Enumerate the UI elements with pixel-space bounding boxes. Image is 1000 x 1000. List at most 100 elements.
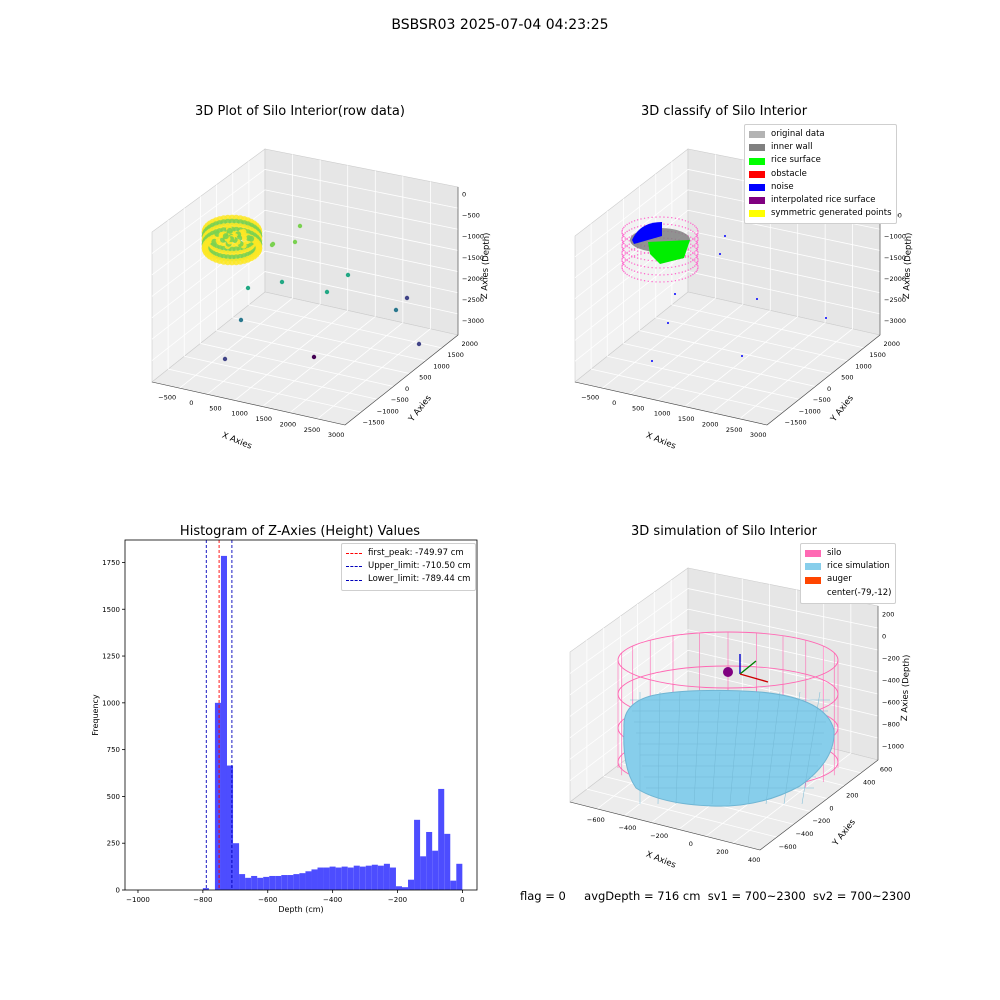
interpolated-point [621,245,623,247]
interpolated-point [624,265,626,267]
interpolated-point [626,251,628,254]
x-tick-label: −800 [193,896,212,904]
interpolated-point [696,249,698,251]
y-tick-label: 2000 [884,340,901,348]
z-tick-label: −1000 [462,233,484,241]
panel-1-title: 3D Plot of Silo Interior(row data) [195,104,405,119]
data-point [240,235,247,242]
histogram-bar [220,555,227,890]
interpolated-point [663,274,665,276]
interpolated-point [647,266,649,268]
interpolated-point [671,273,673,275]
y-tick-label: 1250 [102,653,120,661]
legend-swatch [749,144,765,152]
interpolated-point [696,235,698,237]
rice-mesh [729,691,741,805]
interpolated-point [621,246,623,249]
noise-cloud [632,222,662,244]
interpolated-point [621,253,623,256]
histogram-bar [341,866,348,890]
status-flag: flag = 0 [520,889,566,903]
interpolated-point [633,220,636,222]
interpolated-point [697,245,699,247]
x-tick-label: −400 [323,896,342,904]
interpolated-point [626,259,628,262]
interpolated-point [671,266,673,268]
interpolated-point [640,225,642,227]
grid-line [655,317,848,362]
histogram-bar [432,850,439,890]
z-tick-label: −800 [882,721,900,729]
interpolated-point [651,216,653,219]
legend-item-silo: silo [805,547,891,560]
interpolated-point [624,237,626,239]
grid-line [151,271,266,361]
interpolated-point [697,264,699,267]
histogram-bar [456,863,463,890]
interpolated-point [697,253,699,256]
histogram-bar [293,874,300,890]
grid-line [569,649,689,739]
grid-line [591,368,784,413]
interpolated-point [640,251,642,253]
grid-line [179,297,293,389]
grid-line [569,608,689,696]
interpolated-point [628,275,630,277]
legend-line [346,566,362,568]
legend-swatch [749,157,765,165]
axis-arrow-x [739,673,769,683]
y-tick-label: 250 [107,840,120,848]
interpolated-point [695,242,697,245]
interpolated-point [633,249,636,251]
interpolated-point [697,266,699,268]
interpolated-point [633,263,636,265]
interpolated-point [692,223,694,226]
legend-swatch [749,183,765,191]
interpolated-point [633,277,636,279]
y-tick-label: −1000 [377,407,399,415]
interpolated-point [631,228,633,230]
data-point [393,307,399,313]
interpolated-point [690,268,692,270]
interpolated-point [621,232,623,235]
grid-line [569,629,689,717]
histogram-bar [438,788,445,890]
x-tick-label: −500 [581,394,599,402]
legend-line [346,553,362,555]
interpolated-point [694,246,696,248]
legend-swatch [749,170,765,178]
interpolated-point [695,233,697,236]
y-tick-label: 500 [841,374,853,382]
grid-line [671,304,864,349]
interpolated-point [697,250,699,253]
y-axis-line [766,334,881,426]
interpolated-point [690,243,692,245]
interpolated-point [643,266,646,268]
interpolated-point [626,258,628,261]
histogram-bar [257,877,264,890]
interpolated-point [636,271,639,273]
histogram-bar [281,875,288,890]
x-tick-label: 1500 [678,415,695,423]
grid-line [264,189,459,230]
interpolated-point [643,280,646,282]
data-point [238,317,244,323]
grid-line [234,310,348,401]
y-tick-label: −1000 [799,407,821,415]
interpolated-point [622,269,624,271]
interpolated-point [695,254,697,257]
interpolated-point [696,228,698,230]
histogram-bar [311,869,318,890]
y-tick-label: −400 [796,830,814,838]
interpolated-point [623,263,625,266]
interpolated-point [667,223,669,226]
interpolated-point [684,263,687,265]
interpolated-point [623,249,625,252]
interpolated-point [667,216,669,219]
interpolated-point [621,260,623,263]
interpolated-point [636,278,639,280]
interpolated-point [692,252,694,255]
noise-point [674,293,676,295]
interpolated-point [655,267,657,269]
interpolated-point [694,225,696,227]
